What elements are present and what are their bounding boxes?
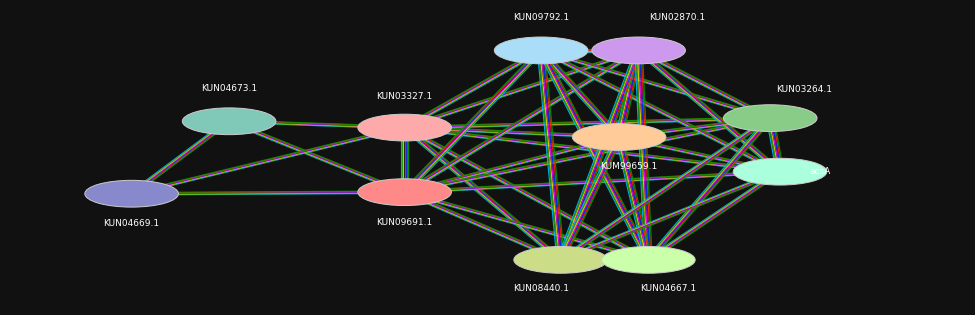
Ellipse shape	[592, 37, 685, 64]
Ellipse shape	[723, 105, 817, 132]
Ellipse shape	[602, 246, 695, 273]
Text: KUN09792.1: KUN09792.1	[513, 13, 569, 22]
Text: KUM99659.1: KUM99659.1	[601, 163, 657, 171]
Text: KUN04667.1: KUN04667.1	[640, 284, 696, 293]
Ellipse shape	[85, 180, 178, 207]
Ellipse shape	[182, 108, 276, 135]
Text: KUN04669.1: KUN04669.1	[103, 219, 160, 228]
Ellipse shape	[514, 246, 607, 273]
Ellipse shape	[494, 37, 588, 64]
Text: KUN03264.1: KUN03264.1	[776, 85, 833, 94]
Ellipse shape	[358, 114, 451, 141]
Text: KUN09691.1: KUN09691.1	[376, 218, 433, 226]
Ellipse shape	[733, 158, 827, 185]
Text: KUN03327.1: KUN03327.1	[376, 92, 433, 100]
Text: KUN04673.1: KUN04673.1	[201, 84, 257, 93]
Text: KUN02870.1: KUN02870.1	[649, 13, 706, 22]
Ellipse shape	[572, 124, 666, 151]
Text: acsA: acsA	[809, 167, 831, 176]
Text: KUN08440.1: KUN08440.1	[513, 284, 569, 293]
Ellipse shape	[358, 179, 451, 205]
